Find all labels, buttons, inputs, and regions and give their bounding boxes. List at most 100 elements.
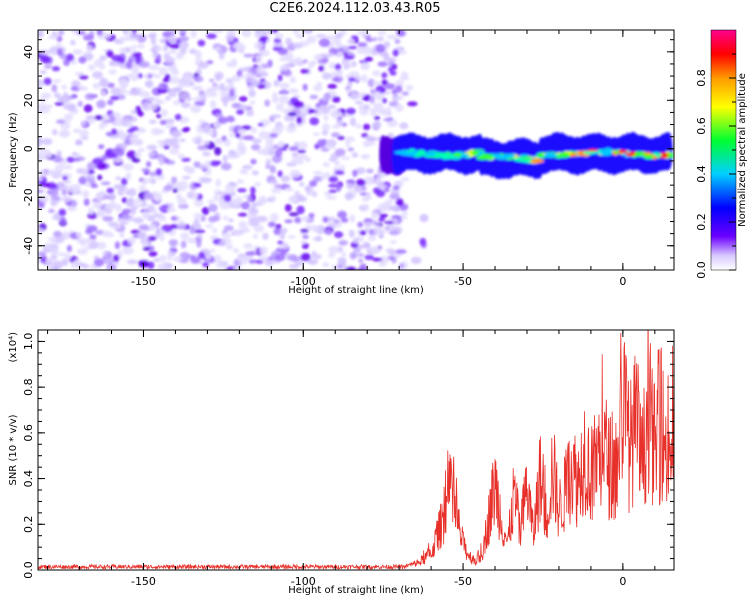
spectrogram-noise-blob <box>163 52 171 60</box>
snr-frame <box>37 329 675 571</box>
spectrogram-noise-blob <box>42 245 54 253</box>
spectrogram-noise-blob <box>153 258 161 263</box>
spectrogram-noise-blob <box>395 249 407 254</box>
signal-band-blob <box>664 132 673 171</box>
spectrogram-noise-blob <box>260 50 270 57</box>
spectrogram-noise-blob <box>111 128 118 136</box>
spectrogram-noise-blob <box>226 84 232 92</box>
spectrogram-noise-blob <box>39 194 50 203</box>
spectrogram-noise-blob <box>190 255 201 264</box>
spectrogram-noise-blob <box>130 110 137 115</box>
spectrogram-noise-blob <box>250 127 258 134</box>
spectrogram-noise-blob <box>100 181 111 186</box>
spectrogram-noise-blob <box>146 161 152 168</box>
spectrogram-noise-blob <box>289 169 301 178</box>
spectrogram-noise-blob <box>157 263 168 270</box>
spectrogram-noise-blob <box>106 265 114 270</box>
spectrogram-noise-blob <box>76 138 82 146</box>
spectrogram-noise-blob <box>328 145 336 150</box>
spectrogram-noise-blob <box>269 213 279 222</box>
spectrogram-noise-blob <box>55 119 66 124</box>
spectrogram-noise-blob <box>225 243 234 250</box>
spectrogram-noise-blob <box>86 225 98 232</box>
y-tick-label: 0 <box>22 145 35 152</box>
spectrogram-noise-blob <box>104 150 116 159</box>
spectrogram-noise-blob <box>231 198 238 206</box>
spectrogram-noise-blob <box>251 138 262 144</box>
spectrogram-noise-blob <box>333 219 340 224</box>
spectrogram-noise-blob <box>205 224 214 229</box>
spectrogram-noise-blob <box>148 236 157 241</box>
spectrogram-noise-blob <box>92 201 103 209</box>
spectrogram-noise-blob <box>279 82 290 89</box>
spectrogram-noise-blob <box>71 80 81 88</box>
spectrogram-noise-blob <box>349 117 357 127</box>
spectrogram-noise-blob <box>347 147 355 152</box>
spectrogram-noise-blob <box>295 261 305 266</box>
spectrogram-noise-blob <box>278 124 285 130</box>
spectrogram-noise-blob <box>111 54 122 62</box>
spectrogram-panel: -150 -100 -50 0 -40 -20 0 20 40 Height of straig… <box>8 29 675 296</box>
spectrogram-noise-blob <box>272 155 282 164</box>
spectrogram-noise-blob <box>345 136 355 143</box>
spectrogram-noise-blob <box>289 115 296 122</box>
spectrogram-noise-blob <box>86 162 97 171</box>
spectrogram-noise-blob <box>115 176 121 181</box>
spectrogram-noise-blob <box>299 216 311 221</box>
spectrogram-noise-blob <box>192 191 199 200</box>
spectrogram-noise-blob <box>130 208 136 216</box>
spectrogram-noise-blob <box>225 34 235 42</box>
spectrogram-noise-blob <box>317 139 326 148</box>
spectrogram-noise-blob <box>133 52 142 58</box>
spectrogram-noise-blob <box>284 219 293 224</box>
spectrogram-noise-blob <box>306 259 319 265</box>
spectrogram-noise-blob <box>126 129 135 134</box>
spectrogram-noise-blob <box>74 72 84 76</box>
spectrogram-noise-blob <box>328 62 336 69</box>
spectrogram-noise-blob <box>140 178 148 186</box>
spectrogram-noise-blob <box>274 253 286 262</box>
spectrogram-noise-blob <box>336 70 343 78</box>
signal-core-blob <box>601 148 610 155</box>
spectrogram-noise-blob <box>122 30 128 35</box>
spectrogram-noise-blob <box>43 77 52 86</box>
spectrogram-noise-blob <box>280 249 287 256</box>
spectrogram-noise-blob <box>99 55 107 61</box>
spectrogram-noise-blob <box>66 156 75 163</box>
spectrogram-noise-blob <box>213 215 221 222</box>
spectrogram-noise-blob <box>213 254 222 264</box>
y-tick-label: -40 <box>22 237 35 255</box>
spectrogram-noise-blob <box>361 62 369 70</box>
spectrogram-noise-blob <box>162 31 172 38</box>
spectrogram-noise-blob <box>183 126 191 132</box>
spectrogram-noise-blob <box>82 190 90 199</box>
spectrogram-noise-blob <box>78 56 87 64</box>
spectrogram-noise-blob <box>211 228 218 233</box>
spectrogram-noise-blob <box>273 227 281 235</box>
spectrogram-noise-blob <box>90 183 99 189</box>
spectrogram-noise-blob <box>87 207 95 215</box>
spectrogram-noise-blob <box>315 235 323 242</box>
spectrogram-noise-blob <box>253 224 265 233</box>
spectrogram-noise-blob <box>270 114 282 119</box>
spectrogram-noise-blob <box>381 79 388 86</box>
spectrogram-noise-blob <box>62 196 72 202</box>
spectrogram-noise-blob <box>364 136 376 140</box>
spectrogram-noise-blob <box>327 83 338 89</box>
spectrogram-noise-blob <box>39 82 45 87</box>
spectrogram-noise-blob <box>50 199 58 207</box>
spectrogram-noise-blob <box>143 192 154 200</box>
spectrogram-noise-blob <box>174 113 182 121</box>
spectrogram-noise-blob <box>383 41 391 48</box>
spectrogram-noise-blob <box>168 36 178 44</box>
spectrogram-noise-blob <box>102 215 114 222</box>
spectrogram-noise-blob <box>223 194 232 203</box>
spectrogram-noise-blob <box>92 157 104 165</box>
spectrogram-noise-blob <box>122 246 134 255</box>
spectrogram-noise-blob <box>72 49 83 55</box>
spectrogram-noise-blob <box>269 165 276 174</box>
spectrogram-noise-blob <box>213 194 220 202</box>
spectrogram-noise-blob <box>138 191 146 201</box>
spectrogram-noise-blob <box>309 117 320 126</box>
